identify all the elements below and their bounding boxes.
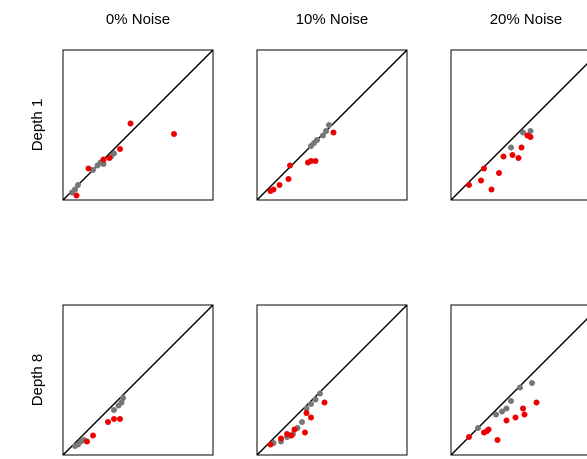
gray-point — [75, 182, 81, 188]
red-point — [500, 153, 507, 160]
red-point — [515, 155, 522, 161]
red-point — [127, 120, 134, 127]
red-point — [533, 399, 540, 406]
gray-point — [508, 398, 514, 404]
red-point — [481, 165, 487, 172]
panel-frame — [62, 304, 214, 456]
column-title-1: 0% Noise — [106, 11, 170, 28]
red-point — [503, 417, 510, 424]
red-point — [90, 432, 96, 439]
red-point — [518, 144, 525, 151]
red-point — [527, 134, 534, 140]
red-point — [308, 158, 314, 164]
gray-point — [503, 405, 510, 412]
identity-line — [62, 49, 214, 201]
panel-frame — [62, 49, 214, 201]
panels — [62, 49, 587, 456]
red-point — [278, 435, 284, 442]
panel-r1-c1 — [62, 49, 214, 201]
red-point — [466, 434, 472, 440]
red-point — [270, 186, 277, 193]
gray-point — [111, 407, 117, 413]
red-point — [85, 165, 92, 172]
gray-point — [312, 396, 319, 403]
gray-point — [303, 405, 310, 412]
gray-point — [529, 380, 535, 386]
row-titles: Depth 1 Depth 8 — [29, 99, 46, 407]
panel-r2-c1 — [62, 304, 214, 456]
red-point — [111, 416, 117, 422]
red-point — [288, 432, 295, 439]
gray-point — [320, 132, 326, 139]
red-point — [117, 146, 123, 152]
gray-point — [314, 137, 320, 143]
gray-point — [317, 390, 323, 397]
gray-point — [111, 150, 117, 157]
gray-point — [120, 395, 126, 401]
red-point — [100, 156, 107, 163]
red-point — [303, 410, 310, 416]
panel-r2-c2 — [256, 304, 408, 456]
identity-line — [256, 304, 408, 456]
panel-r2-c3 — [450, 304, 587, 456]
red-point — [276, 182, 283, 188]
identity-line — [62, 304, 214, 456]
red-point — [521, 411, 528, 418]
red-point — [478, 177, 484, 184]
red-point — [287, 162, 293, 169]
red-point — [466, 182, 472, 188]
red-point — [321, 399, 328, 406]
column-title-2: 10% Noise — [296, 11, 369, 28]
red-point — [171, 131, 177, 137]
panel-frame — [256, 304, 408, 456]
red-point — [496, 170, 502, 176]
red-point — [485, 426, 492, 433]
gray-point — [493, 411, 499, 418]
red-point — [285, 176, 292, 182]
red-point — [509, 152, 516, 158]
column-title-3: 20% Noise — [490, 11, 563, 28]
gray-point — [520, 129, 526, 136]
red-point — [267, 441, 274, 448]
gray-point — [308, 401, 314, 407]
red-point — [488, 186, 495, 193]
panel-frame — [450, 304, 587, 456]
panel-r1-c2 — [256, 49, 408, 201]
red-point — [117, 416, 123, 422]
gray-point — [299, 419, 305, 425]
gray-point — [475, 425, 481, 431]
column-titles: 0% Noise 10% Noise 20% Noise — [106, 11, 562, 28]
identity-line — [450, 63, 587, 201]
red-point — [302, 429, 308, 436]
panel-frame — [256, 49, 408, 201]
red-point — [73, 192, 80, 199]
red-point — [512, 414, 519, 421]
row-title-1: Depth 1 — [29, 99, 46, 152]
red-point — [106, 155, 113, 161]
gray-point — [72, 186, 78, 193]
red-point — [494, 437, 501, 443]
gray-point — [323, 128, 329, 134]
red-point — [520, 405, 526, 412]
gray-point — [517, 384, 523, 391]
gray-point — [326, 122, 332, 128]
panel-r1-c3 — [450, 49, 587, 201]
red-point — [308, 414, 314, 421]
red-point — [312, 158, 319, 164]
red-point — [84, 438, 90, 445]
red-point — [105, 419, 111, 425]
row-title-2: Depth 8 — [29, 354, 46, 407]
gray-point — [499, 408, 505, 415]
identity-line — [450, 318, 587, 456]
panel-frame — [450, 49, 587, 201]
gray-point — [508, 144, 514, 151]
gray-point — [100, 161, 107, 167]
gray-point — [527, 128, 534, 134]
red-point — [330, 129, 337, 136]
red-point — [291, 426, 298, 433]
